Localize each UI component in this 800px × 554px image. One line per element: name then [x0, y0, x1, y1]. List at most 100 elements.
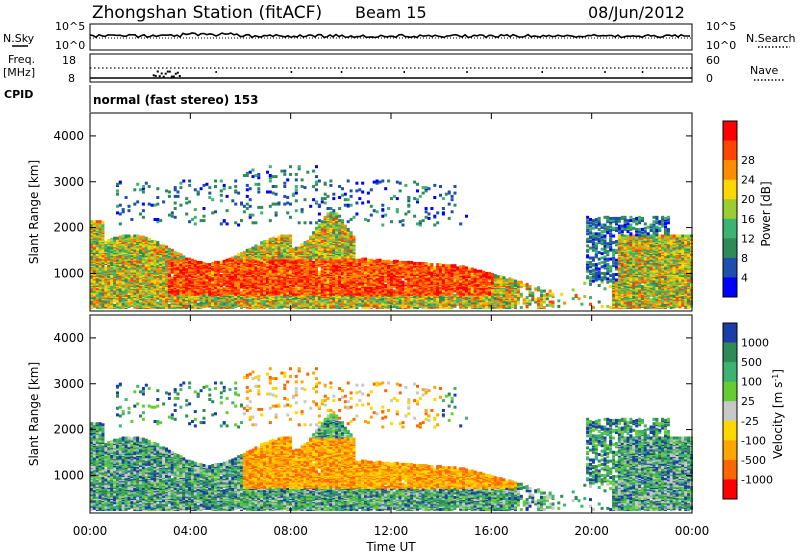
heatmap-cell [280, 169, 284, 173]
heatmap-cell [92, 265, 96, 269]
heatmap-cell [90, 300, 93, 304]
heatmap-cell [323, 298, 327, 302]
heatmap-cell [291, 260, 295, 264]
heatmap-cell [141, 190, 145, 194]
heatmap-cell [188, 220, 192, 224]
heatmap-cell [196, 302, 200, 306]
heatmap-cell [104, 303, 108, 307]
heatmap-cell [208, 186, 212, 190]
heatmap-cell [248, 187, 252, 191]
heatmap-cell [341, 267, 344, 271]
heatmap-cell [214, 280, 217, 284]
heatmap-cell [248, 298, 252, 302]
heatmap-cell [271, 297, 275, 301]
sky-left-top-tick: 10^5 [55, 20, 85, 33]
heatmap-cell [165, 189, 168, 193]
heatmap-cell [341, 288, 344, 292]
heatmap-cell [268, 260, 272, 264]
heatmap-cell [185, 212, 189, 216]
heatmap-cell [242, 210, 246, 214]
heatmap-cell [133, 188, 137, 192]
heatmap-cell [242, 270, 246, 274]
heatmap-cell [127, 278, 131, 282]
heatmap-cell [188, 183, 192, 187]
heatmap-cell [185, 267, 189, 271]
heatmap-cell [257, 182, 261, 186]
heatmap-cell [196, 289, 200, 293]
heatmap-cell [335, 233, 339, 237]
heatmap-cell [291, 265, 295, 269]
heatmap-cell [193, 259, 197, 263]
heatmap-cell [188, 290, 192, 294]
heatmap-cell [257, 172, 261, 176]
heatmap-cell [286, 291, 290, 295]
heatmap-cell [199, 187, 203, 191]
heatmap-cell [283, 185, 287, 188]
heatmap-cell [92, 282, 96, 286]
heatmap-cell [124, 289, 128, 293]
heatmap-cell [185, 197, 189, 201]
heatmap-cell [121, 208, 125, 212]
heatmap-cell [257, 176, 261, 180]
heatmap-cell [277, 285, 281, 289]
heatmap-cell [271, 175, 275, 179]
heatmap-cell [312, 185, 316, 188]
heatmap-cell [245, 194, 249, 198]
cpid-label: CPID [4, 88, 33, 101]
heatmap-cell [211, 306, 215, 309]
heatmap-cell [274, 211, 278, 215]
heatmap-cell [202, 291, 206, 295]
heatmap-cell [110, 280, 114, 284]
heatmap-cell [297, 266, 301, 270]
heatmap-cell [277, 304, 281, 308]
heatmap-cell [300, 300, 304, 304]
freq-dot [541, 71, 543, 73]
heatmap-cell [237, 284, 241, 287]
heatmap-cell [291, 273, 295, 276]
heatmap-cell [159, 293, 163, 297]
heatmap-cell [294, 252, 298, 256]
heatmap-cell [124, 248, 128, 252]
heatmap-cell [110, 266, 114, 270]
nave-label: Nave [750, 64, 778, 77]
heatmap-cell [291, 304, 295, 308]
heatmap-cell [266, 240, 269, 243]
heatmap-cell [289, 288, 292, 292]
heatmap-cell [303, 275, 307, 279]
heatmap-cell [162, 277, 166, 281]
freq-dot [168, 70, 171, 73]
heatmap-cell [312, 231, 316, 235]
heatmap-cell [104, 300, 108, 304]
heatmap-cell [121, 234, 125, 238]
heatmap-cell [107, 299, 111, 303]
heatmap-cell [90, 279, 93, 283]
heatmap-cell [280, 290, 284, 294]
heatmap-cell [159, 247, 163, 251]
heatmap-cell [237, 253, 241, 257]
heatmap-cell [121, 281, 125, 285]
heatmap-cell [121, 299, 125, 303]
heatmap-cell [144, 253, 148, 257]
heatmap-cell [150, 293, 154, 297]
heatmap-cell [315, 268, 318, 272]
heatmap-cell [156, 286, 160, 290]
heatmap-cell [156, 306, 160, 309]
heatmap-cell [245, 255, 249, 259]
heatmap-cell [274, 263, 278, 267]
heatmap-cell [309, 221, 313, 225]
heatmap-cell [170, 267, 174, 271]
heatmap-cell [346, 255, 350, 259]
heatmap-cell [257, 190, 261, 194]
heatmap-cell [147, 237, 151, 241]
heatmap-cell [254, 221, 258, 225]
heatmap-cell [193, 264, 197, 268]
heatmap-cell [343, 257, 347, 261]
heatmap-cell [349, 203, 353, 207]
heatmap-cell [92, 252, 96, 256]
heatmap-cell [196, 265, 200, 269]
heatmap-cell [286, 285, 290, 289]
heatmap-cell [312, 260, 316, 264]
heatmap-cell [156, 267, 160, 271]
heatmap-cell [338, 207, 342, 210]
heatmap-cell [202, 302, 206, 306]
